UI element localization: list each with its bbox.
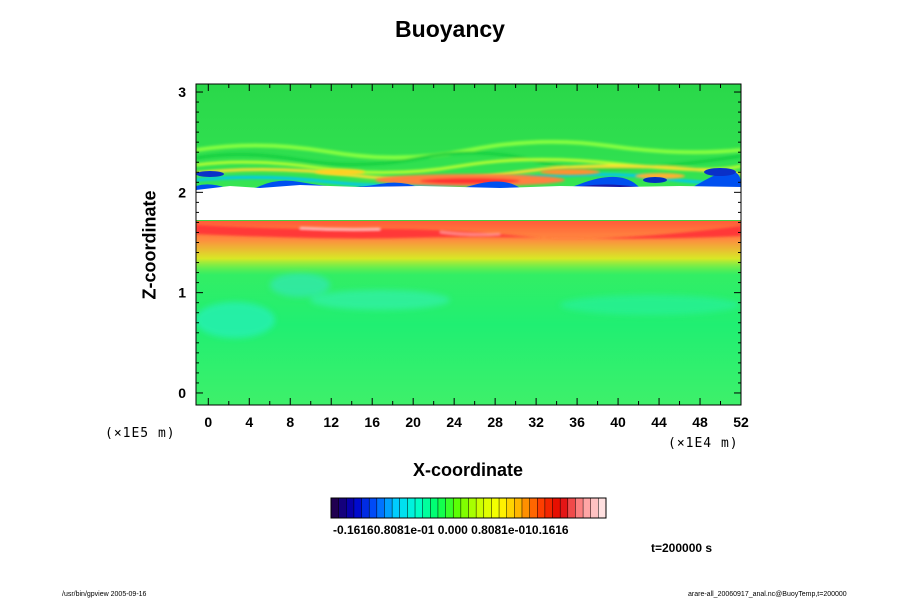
chart-title: Buoyancy (395, 16, 505, 42)
colorbar-cell (476, 498, 485, 518)
colorbar-cell (399, 498, 408, 518)
x-tick-label: 36 (569, 414, 585, 430)
y-axis-label: Z-coordinate (139, 190, 160, 300)
x-tick-label: 44 (651, 414, 667, 430)
colorbar-cell (483, 498, 492, 518)
colorbar-cell (369, 498, 378, 518)
colorbar-cell (453, 498, 462, 518)
y-tick-label: 2 (178, 184, 186, 200)
footer-left: /usr/bin/gpview 2005-09-16 (62, 591, 147, 598)
colorbar-cell (590, 498, 599, 518)
colorbar-cell (544, 498, 554, 518)
x-tick-label: 52 (733, 414, 749, 430)
colorbar-cell (430, 498, 439, 518)
x-tick-label: 40 (610, 414, 626, 430)
colorbar-cell (491, 498, 500, 518)
x-tick-label: 8 (286, 414, 294, 430)
colorbar-cell (353, 498, 363, 518)
x-tick-label: 24 (446, 414, 462, 430)
x-tick-label: 20 (405, 414, 421, 430)
x-tick-label: 28 (487, 414, 503, 430)
colorbar-cell (361, 498, 370, 518)
colorbar-cell (346, 498, 355, 518)
colorbar-cell (460, 498, 469, 518)
colorbar-cell (583, 498, 592, 518)
colorbar-cell (499, 498, 508, 518)
colorbar-cell (521, 498, 531, 518)
colorbar-cell (437, 498, 447, 518)
colorbar-tick: 0.8081e-01 (471, 523, 532, 537)
x-tick-label: 0 (204, 414, 212, 430)
colorbar-cell (415, 498, 424, 518)
colorbar-tick: -0.1616 (333, 523, 374, 537)
time-label: t=200000 s (651, 541, 713, 555)
colorbar-cell (598, 498, 607, 518)
colorbar-frame (330, 497, 607, 519)
colorbar-tick: 0.8081e-01 (373, 523, 435, 537)
x-tick-label: 12 (323, 414, 339, 430)
colorbar-cell (506, 498, 515, 518)
colorbar-cell (560, 498, 569, 518)
x-tick-label: 16 (364, 414, 380, 430)
colorbar-cell (422, 498, 431, 518)
colorbar-tick: 0.000 (437, 523, 468, 537)
colorbar-cell (384, 498, 393, 518)
y-tick-label: 3 (178, 84, 186, 100)
colorbar-cell (392, 498, 401, 518)
colorbar-cell (407, 498, 416, 518)
colorbar-cell (338, 498, 347, 518)
x-axis-label: X-coordinate (412, 460, 523, 480)
colorbar (330, 497, 607, 519)
buoyancy-field (196, 84, 741, 405)
x-axis-unit: (×1E4 m) (668, 436, 739, 451)
colorbar-cell (376, 498, 385, 518)
y-tick-label: 0 (178, 385, 186, 401)
colorbar-cell (514, 498, 523, 518)
colorbar-tick: 0.1616 (531, 523, 569, 537)
y-axis-unit: (×1E5 m) (105, 426, 176, 441)
footer-right: arare-all_20060917_anal.nc@BuoyTemp,t=20… (688, 591, 847, 598)
plot-frame (195, 83, 742, 406)
x-tick-label: 32 (528, 414, 544, 430)
colorbar-cell (331, 498, 340, 518)
colorbar-cell (445, 498, 454, 518)
colorbar-cell (468, 498, 477, 518)
colorbar-cell (567, 498, 576, 518)
colorbar-cell (529, 498, 538, 518)
colorbar-tick-labels: -0.16160.8081e-01 0.000 0.8081e-010.1616 (333, 523, 569, 537)
y-tick-label: 1 (178, 285, 186, 301)
colorbar-cell (552, 498, 561, 518)
colorbar-cell (575, 498, 584, 518)
x-tick-label: 4 (245, 414, 253, 430)
x-tick-label: 48 (692, 414, 708, 430)
colorbar-cell (537, 498, 546, 518)
